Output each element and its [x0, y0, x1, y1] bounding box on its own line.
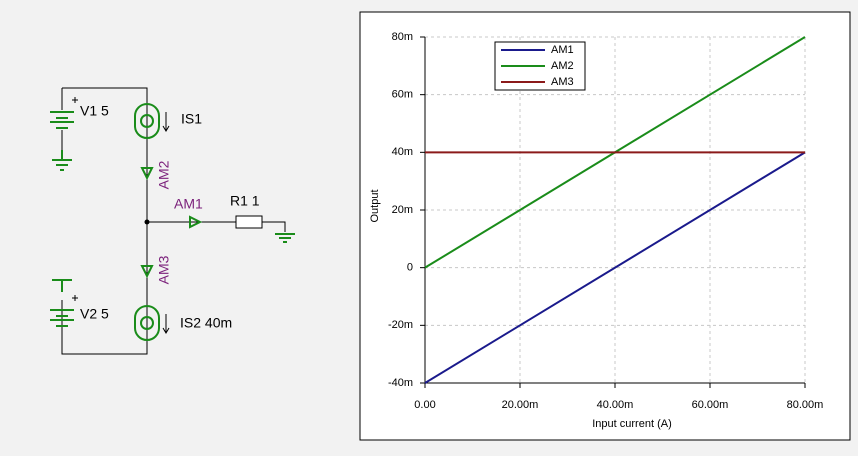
- y-axis-label: Output: [369, 189, 381, 222]
- x-tick-label: 40.00m: [597, 399, 634, 411]
- x-tick-label: 0.00: [414, 399, 435, 411]
- plot: -40m -20m 0 20m 40m 60m 80m 0.00 20.00m 40.00m 60.…: [388, 31, 823, 411]
- label: IS2 40m: [180, 315, 232, 331]
- y-tick-label: 60m: [392, 89, 413, 101]
- battery: [50, 309, 74, 327]
- label: R1 1: [230, 193, 260, 209]
- legend-label: AM3: [551, 76, 574, 88]
- y-tick-label: -20m: [388, 319, 413, 331]
- y-tick-label: 80m: [392, 31, 413, 43]
- ground: [52, 279, 72, 292]
- legend-label: AM2: [551, 60, 574, 72]
- ground: [52, 150, 72, 171]
- current-source: [134, 103, 170, 139]
- chart-frame: [359, 11, 851, 441]
- series-line: [424, 151, 806, 384]
- label: AM1: [174, 196, 203, 212]
- y-tick-label: 0: [407, 262, 413, 274]
- wires: [61, 87, 286, 355]
- label: AM2: [156, 160, 172, 189]
- label: IS1: [181, 111, 202, 127]
- x-tick-label: 20.00m: [502, 399, 539, 411]
- legend-label: AM1: [551, 44, 574, 56]
- schematic: V1 5 IS1 AM2 AM1 R1 1 AM3 V2 5 IS2 40m: [50, 87, 295, 355]
- y-tick-label: 20m: [392, 204, 413, 216]
- label: AM3: [156, 255, 172, 284]
- ammeter: [140, 167, 203, 279]
- current-source: [134, 305, 170, 341]
- x-tick-label: 60.00m: [692, 399, 729, 411]
- ground: [275, 233, 295, 243]
- junction: [144, 219, 150, 225]
- plus: [72, 97, 78, 301]
- battery: [50, 111, 74, 129]
- resistor: [235, 215, 263, 229]
- label: V2 5: [80, 306, 109, 322]
- y-tick-label: -40m: [388, 377, 413, 389]
- label: V1 5: [80, 103, 109, 119]
- x-tick-label: 80.00m: [787, 399, 824, 411]
- x-axis-label: Input current (A): [592, 418, 671, 430]
- y-tick-label: 40m: [392, 146, 413, 158]
